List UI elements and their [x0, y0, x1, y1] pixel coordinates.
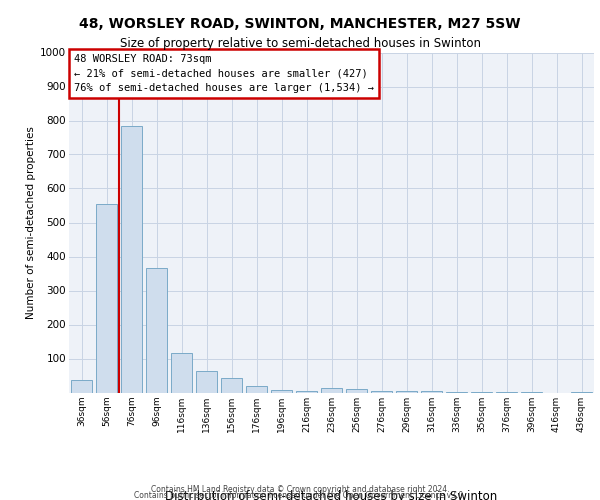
Text: Contains HM Land Registry data © Crown copyright and database right 2024.: Contains HM Land Registry data © Crown c… [151, 485, 449, 494]
Y-axis label: Number of semi-detached properties: Number of semi-detached properties [26, 126, 36, 319]
Bar [296, 391, 317, 392]
Bar [146, 268, 167, 392]
Text: 48 WORSLEY ROAD: 73sqm
← 21% of semi-detached houses are smaller (427)
76% of se: 48 WORSLEY ROAD: 73sqm ← 21% of semi-det… [74, 54, 374, 93]
Text: 48, WORSLEY ROAD, SWINTON, MANCHESTER, M27 5SW: 48, WORSLEY ROAD, SWINTON, MANCHESTER, M… [79, 18, 521, 32]
Bar [271, 390, 292, 392]
Bar [221, 378, 242, 392]
Bar [96, 204, 117, 392]
Text: Contains public sector information licensed under the Open Government Licence v3: Contains public sector information licen… [134, 491, 466, 500]
Bar [121, 126, 142, 392]
Bar [396, 391, 417, 392]
Bar [196, 371, 217, 392]
Text: Size of property relative to semi-detached houses in Swinton: Size of property relative to semi-detach… [119, 38, 481, 51]
Bar [171, 354, 192, 393]
Bar [371, 391, 392, 392]
Bar [246, 386, 267, 392]
Bar [71, 380, 92, 392]
Bar [346, 390, 367, 392]
X-axis label: Distribution of semi-detached houses by size in Swinton: Distribution of semi-detached houses by … [166, 490, 497, 500]
Bar [321, 388, 342, 392]
